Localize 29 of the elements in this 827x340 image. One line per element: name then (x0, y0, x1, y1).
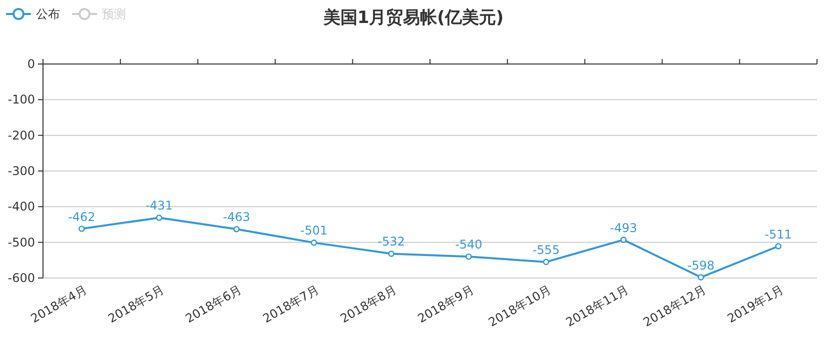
y-tick-label: -400 (8, 200, 35, 214)
point (466, 253, 472, 260)
point (775, 243, 782, 250)
y-tick-label: -100 (8, 92, 35, 107)
chart-title: 美国1月贸易帐(亿美元) (322, 8, 504, 28)
data-label: -598 (687, 258, 715, 272)
data-label: -493 (610, 220, 638, 235)
point (542, 258, 550, 266)
data-label: -511 (764, 227, 792, 242)
point (233, 226, 240, 232)
data-label: -462 (68, 210, 96, 224)
point (310, 240, 318, 246)
y-tick-label: -500 (8, 235, 35, 250)
y-tick-label: -200 (8, 128, 35, 142)
data-label: -431 (145, 198, 173, 213)
y-tick-label: -600 (8, 271, 35, 285)
data-label: -532 (378, 234, 405, 249)
point (156, 214, 162, 221)
data-label: -463 (222, 210, 250, 224)
data-label: -555 (532, 242, 560, 257)
data-label: -501 (300, 224, 328, 238)
y-tick-label: 0 (27, 57, 35, 71)
data-label: -540 (455, 238, 482, 252)
point (388, 250, 394, 257)
y-tick-label: -300 (8, 164, 35, 178)
point (620, 236, 627, 243)
point (698, 274, 704, 280)
legend-label: 公布 (36, 7, 60, 21)
point (78, 226, 85, 232)
